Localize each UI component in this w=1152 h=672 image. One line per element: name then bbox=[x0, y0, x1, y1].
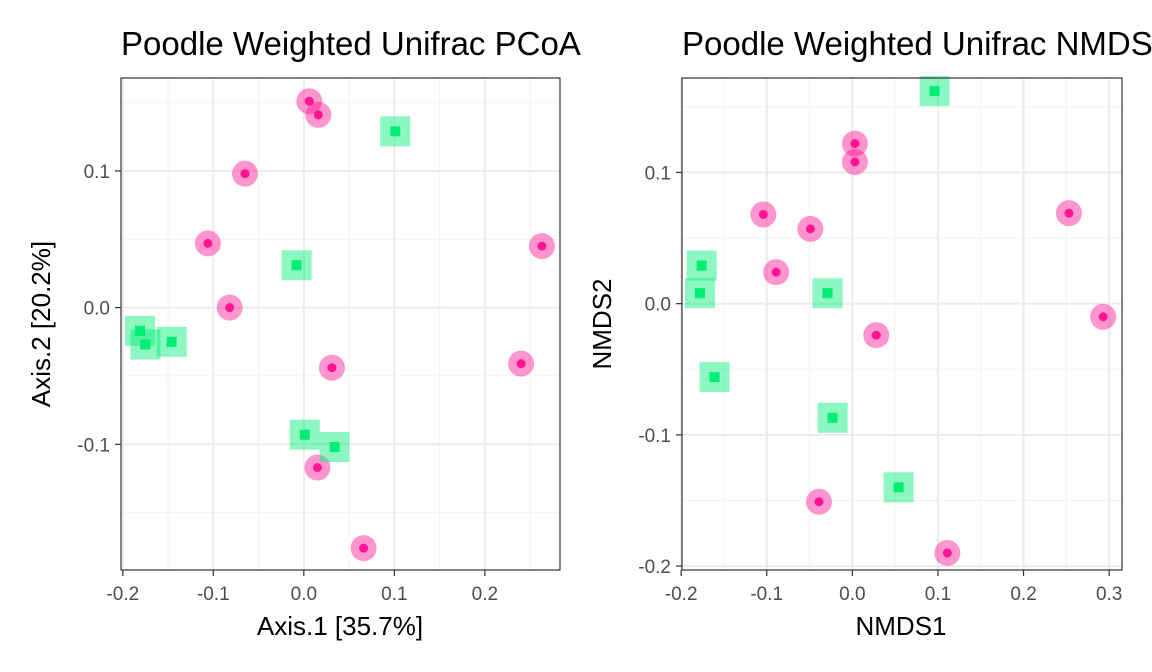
nmds-plot-area: -0.2 -0.1 0.0 0.1 0.2 0.3 -0.2 -0.1 0.0 0.1 bbox=[638, 76, 1123, 605]
nmds-y-tick-label: 0.0 bbox=[645, 295, 671, 316]
nmds-y-tick-label: -0.1 bbox=[638, 426, 671, 447]
nmds-point bbox=[694, 288, 705, 299]
pcoa-point bbox=[291, 260, 302, 271]
nmds-point bbox=[850, 157, 860, 167]
pcoa-x-tick-label: -0.1 bbox=[197, 584, 230, 605]
pcoa-x-tick-label: 0.2 bbox=[472, 584, 498, 605]
pcoa-point bbox=[359, 543, 369, 553]
nmds-point bbox=[771, 267, 781, 277]
pcoa-point bbox=[203, 238, 213, 248]
nmds-point bbox=[871, 330, 881, 340]
nmds-point bbox=[709, 372, 720, 383]
nmds-x-axis-label: NMDS1 bbox=[855, 611, 946, 641]
pcoa-x-tick-label: 0.1 bbox=[381, 584, 407, 605]
pcoa-point bbox=[135, 325, 146, 336]
pcoa-title: Poodle Weighted Unifrac PCoA bbox=[121, 25, 581, 62]
nmds-x-tick-label: 0.3 bbox=[1096, 584, 1122, 605]
nmds-point bbox=[758, 209, 768, 219]
nmds-x-tick-label: -0.1 bbox=[750, 584, 783, 605]
nmds-point bbox=[805, 224, 815, 234]
pcoa-point bbox=[516, 359, 526, 369]
pcoa-plot-area: -0.2 -0.1 0.0 0.1 0.2 -0.1 0.0 0.1 bbox=[77, 77, 561, 605]
pcoa-panel-border bbox=[120, 77, 561, 571]
nmds-y-tick-label: 0.1 bbox=[645, 163, 671, 184]
pcoa-y-tick-label: -0.1 bbox=[77, 435, 110, 456]
pcoa-point bbox=[313, 110, 323, 120]
nmds-panel-border bbox=[681, 77, 1123, 571]
pcoa-point bbox=[329, 442, 340, 452]
nmds-x-tick-label: 0.1 bbox=[925, 584, 951, 605]
pcoa-point bbox=[225, 303, 235, 313]
nmds-point bbox=[827, 412, 838, 423]
nmds-y-tick-label: -0.2 bbox=[638, 557, 671, 578]
nmds-point bbox=[942, 548, 952, 558]
nmds-point bbox=[1098, 312, 1108, 322]
pcoa-point bbox=[140, 339, 151, 350]
pcoa-point bbox=[390, 126, 401, 137]
pcoa-y-tick-label: 0.0 bbox=[84, 299, 110, 320]
pcoa-point bbox=[312, 463, 322, 472]
nmds-point bbox=[929, 86, 940, 97]
nmds-point bbox=[814, 497, 824, 507]
nmds-panel: Poodle Weighted Unifrac NMDS NMDS1 NMDS2… bbox=[587, 25, 1152, 641]
pcoa-y-axis-label: Axis.2 [20.2%] bbox=[26, 241, 56, 407]
nmds-point bbox=[850, 139, 860, 149]
pcoa-x-tick-label: 0.0 bbox=[291, 584, 317, 605]
nmds-y-axis-label: NMDS2 bbox=[587, 278, 617, 369]
nmds-point bbox=[696, 260, 707, 271]
pcoa-point bbox=[166, 336, 177, 347]
pcoa-point bbox=[299, 429, 310, 440]
pcoa-x-tick-label: -0.2 bbox=[106, 584, 139, 605]
nmds-x-tick-label: -0.2 bbox=[665, 584, 698, 605]
nmds-title: Poodle Weighted Unifrac NMDS bbox=[682, 25, 1152, 62]
nmds-x-tick-label: 0.2 bbox=[1010, 584, 1036, 605]
pcoa-plot-background bbox=[121, 78, 560, 570]
pcoa-point bbox=[537, 241, 547, 251]
pcoa-x-axis-label: Axis.1 [35.7%] bbox=[257, 611, 423, 641]
pcoa-point bbox=[240, 169, 250, 179]
pcoa-point bbox=[304, 96, 314, 106]
nmds-x-tick-label: 0.0 bbox=[839, 584, 865, 605]
nmds-point bbox=[1064, 208, 1074, 218]
pcoa-y-tick-label: 0.1 bbox=[84, 162, 110, 183]
nmds-point bbox=[893, 482, 904, 493]
pcoa-point bbox=[327, 363, 337, 373]
pcoa-panel: Poodle Weighted Unifrac PCoA Axis.1 [35.… bbox=[26, 25, 581, 641]
nmds-point bbox=[822, 288, 833, 299]
